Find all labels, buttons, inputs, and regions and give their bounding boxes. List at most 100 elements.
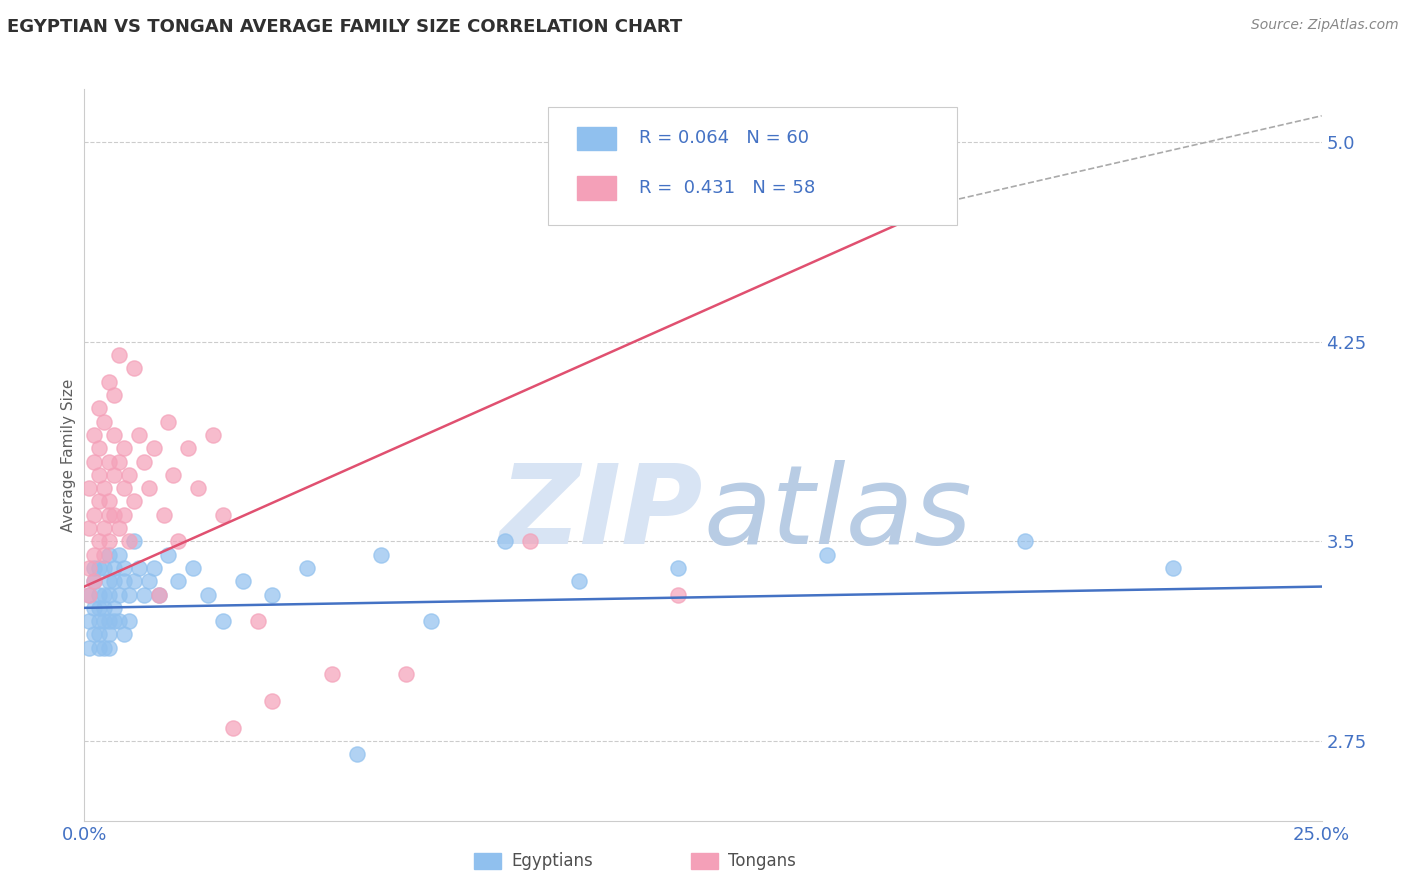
Point <box>167 574 190 589</box>
Point <box>122 574 145 589</box>
Point <box>494 534 516 549</box>
Point <box>98 454 121 468</box>
Point <box>162 467 184 482</box>
Point <box>98 508 121 522</box>
Point <box>93 548 115 562</box>
Point <box>89 600 111 615</box>
Point <box>79 561 101 575</box>
Point <box>89 401 111 416</box>
Point <box>395 667 418 681</box>
Point <box>83 627 105 641</box>
Point <box>108 614 131 628</box>
Point <box>914 202 936 216</box>
Point <box>89 442 111 456</box>
Point <box>112 574 135 589</box>
Point <box>118 614 141 628</box>
Point <box>83 428 105 442</box>
Point <box>89 588 111 602</box>
Point <box>79 588 101 602</box>
Text: R = 0.064   N = 60: R = 0.064 N = 60 <box>638 129 808 147</box>
Bar <box>474 853 502 869</box>
Point <box>89 561 111 575</box>
Point <box>103 508 125 522</box>
Point <box>103 428 125 442</box>
Point <box>93 600 115 615</box>
Point <box>89 627 111 641</box>
Point <box>112 508 135 522</box>
Bar <box>690 853 718 869</box>
Text: atlas: atlas <box>703 460 972 567</box>
Point <box>98 534 121 549</box>
Point <box>212 614 235 628</box>
Point <box>83 574 105 589</box>
Point <box>108 588 131 602</box>
Point <box>83 574 105 589</box>
Point <box>83 561 105 575</box>
Point <box>83 508 105 522</box>
Text: Egyptians: Egyptians <box>512 852 593 870</box>
Point <box>568 574 591 589</box>
Point <box>112 442 135 456</box>
Point <box>98 574 121 589</box>
Point <box>1161 561 1184 575</box>
Point <box>132 588 155 602</box>
Point <box>138 481 160 495</box>
Point <box>666 561 689 575</box>
Point <box>142 442 165 456</box>
Point <box>93 481 115 495</box>
Point <box>122 534 145 549</box>
Point <box>262 588 284 602</box>
Point <box>1014 534 1036 549</box>
Point <box>157 415 180 429</box>
Bar <box>576 127 616 150</box>
Point <box>98 588 121 602</box>
Point <box>262 694 284 708</box>
Text: R =  0.431   N = 58: R = 0.431 N = 58 <box>638 179 815 197</box>
Point <box>142 561 165 575</box>
Point <box>83 600 105 615</box>
Point <box>112 481 135 495</box>
Point <box>103 600 125 615</box>
Point <box>98 614 121 628</box>
Point <box>118 588 141 602</box>
Point <box>167 534 190 549</box>
Point <box>89 494 111 508</box>
Point <box>419 614 441 628</box>
Point <box>321 667 343 681</box>
Point <box>79 588 101 602</box>
Point <box>108 521 131 535</box>
Point <box>346 747 368 761</box>
Bar <box>576 177 616 200</box>
Point <box>103 388 125 402</box>
FancyBboxPatch shape <box>548 108 956 225</box>
Point <box>79 521 101 535</box>
Point <box>222 721 245 735</box>
Point <box>98 548 121 562</box>
Point <box>202 428 225 442</box>
Point <box>197 588 219 602</box>
Point <box>108 454 131 468</box>
Point <box>93 415 115 429</box>
Y-axis label: Average Family Size: Average Family Size <box>60 378 76 532</box>
Point <box>103 467 125 482</box>
Text: ZIP: ZIP <box>499 460 703 567</box>
Point <box>112 561 135 575</box>
Text: EGYPTIAN VS TONGAN AVERAGE FAMILY SIZE CORRELATION CHART: EGYPTIAN VS TONGAN AVERAGE FAMILY SIZE C… <box>7 18 682 36</box>
Point <box>128 561 150 575</box>
Point <box>89 640 111 655</box>
Point <box>83 454 105 468</box>
Point <box>93 640 115 655</box>
Point <box>177 442 200 456</box>
Point <box>118 534 141 549</box>
Point <box>93 521 115 535</box>
Point <box>181 561 204 575</box>
Point <box>83 548 105 562</box>
Point <box>93 614 115 628</box>
Point <box>122 494 145 508</box>
Point <box>89 534 111 549</box>
Point <box>152 508 174 522</box>
Point <box>295 561 318 575</box>
Point <box>232 574 254 589</box>
Point <box>108 548 131 562</box>
Point <box>370 548 392 562</box>
